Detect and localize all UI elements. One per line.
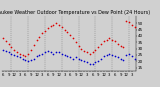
Point	[49, 25, 52, 26]
Point	[75, 41, 77, 43]
Point	[119, 58, 122, 59]
Point	[27, 61, 29, 62]
Point	[105, 39, 108, 40]
Point	[13, 54, 16, 56]
Point	[86, 62, 88, 63]
Point	[116, 57, 119, 58]
Point	[111, 39, 113, 40]
Point	[105, 54, 108, 56]
Point	[103, 55, 105, 57]
Point	[133, 26, 136, 28]
Point	[52, 53, 55, 54]
Point	[24, 55, 27, 57]
Point	[63, 29, 66, 30]
Point	[41, 33, 44, 34]
Point	[116, 43, 119, 44]
Point	[63, 54, 66, 56]
Point	[7, 52, 10, 53]
Point	[16, 55, 18, 57]
Point	[97, 61, 100, 62]
Point	[72, 38, 74, 39]
Point	[2, 38, 4, 39]
Point	[21, 54, 24, 56]
Point	[35, 39, 38, 40]
Point	[58, 52, 60, 53]
Point	[66, 55, 69, 57]
Point	[38, 54, 41, 56]
Point	[97, 47, 100, 48]
Point	[133, 58, 136, 59]
Point	[19, 57, 21, 58]
Point	[52, 24, 55, 25]
Point	[4, 50, 7, 52]
Point	[30, 49, 32, 51]
Point	[80, 48, 83, 49]
Point	[122, 59, 125, 61]
Point	[2, 49, 4, 51]
Point	[38, 36, 41, 38]
Point	[60, 53, 63, 54]
Point	[10, 53, 13, 54]
Point	[69, 57, 72, 58]
Point	[44, 30, 46, 32]
Point	[47, 28, 49, 29]
Point	[125, 20, 128, 21]
Point	[128, 21, 130, 23]
Point	[16, 52, 18, 53]
Point	[80, 59, 83, 61]
Point	[32, 58, 35, 59]
Point	[108, 38, 111, 39]
Point	[128, 53, 130, 54]
Point	[60, 26, 63, 28]
Point	[86, 52, 88, 53]
Point	[131, 55, 133, 57]
Point	[41, 53, 44, 54]
Point	[108, 53, 111, 54]
Point	[114, 55, 116, 57]
Point	[27, 53, 29, 54]
Point	[35, 55, 38, 57]
Point	[77, 45, 80, 47]
Point	[114, 40, 116, 42]
Point	[32, 44, 35, 46]
Point	[58, 24, 60, 25]
Point	[13, 49, 16, 51]
Point	[88, 63, 91, 64]
Point	[44, 52, 46, 53]
Point	[91, 52, 94, 53]
Point	[100, 43, 102, 44]
Point	[24, 59, 27, 61]
Point	[55, 52, 57, 53]
Point	[94, 49, 97, 51]
Point	[10, 47, 13, 48]
Point	[47, 50, 49, 52]
Point	[91, 63, 94, 64]
Point	[19, 53, 21, 54]
Point	[4, 40, 7, 42]
Point	[94, 62, 97, 63]
Point	[7, 43, 10, 44]
Point	[125, 54, 128, 56]
Point	[72, 58, 74, 59]
Point	[111, 54, 113, 56]
Point	[66, 31, 69, 33]
Point	[100, 58, 102, 59]
Point	[88, 53, 91, 54]
Point	[103, 40, 105, 42]
Point	[55, 23, 57, 24]
Point	[131, 24, 133, 25]
Point	[30, 59, 32, 61]
Point	[75, 57, 77, 58]
Point	[21, 58, 24, 59]
Point	[83, 50, 85, 52]
Point	[77, 58, 80, 59]
Point	[83, 61, 85, 62]
Point	[119, 45, 122, 47]
Title: Milwaukee Weather Outdoor Temperature vs Dew Point (24 Hours): Milwaukee Weather Outdoor Temperature vs…	[0, 10, 150, 15]
Point	[122, 47, 125, 48]
Point	[69, 34, 72, 35]
Point	[49, 52, 52, 53]
